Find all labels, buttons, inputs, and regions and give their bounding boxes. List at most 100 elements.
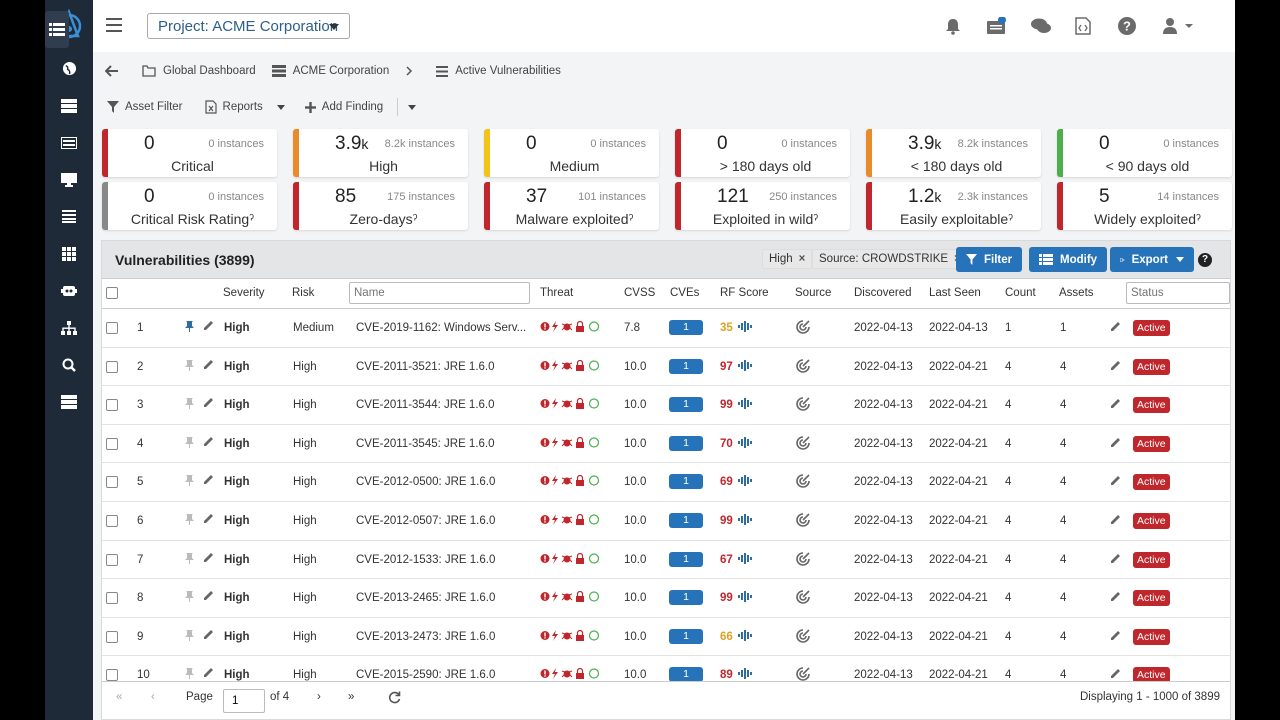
edit-status-pencil-icon[interactable] (1110, 321, 1121, 335)
summary-card[interactable]: 85 175 instances Zero-daysˀ (293, 182, 468, 230)
edit-pencil-icon[interactable] (203, 474, 214, 488)
list-icon[interactable] (45, 11, 69, 48)
status-badge[interactable]: Active (1133, 435, 1170, 452)
row-checkbox[interactable] (106, 592, 118, 605)
rf-signal-icon[interactable] (738, 475, 752, 489)
row-checkbox[interactable] (106, 399, 118, 412)
apps-grid-icon[interactable] (45, 235, 93, 272)
row-checkbox[interactable] (106, 630, 118, 643)
pin-icon[interactable] (185, 474, 194, 489)
table-row[interactable]: 10 High High CVE-2015-2590: JRE 1.6.0 10.0 1 8… (102, 656, 1230, 683)
summary-card[interactable]: 0 0 instances < 90 days old (1057, 129, 1232, 177)
edit-status-pencil-icon[interactable] (1110, 437, 1121, 451)
rf-signal-icon[interactable] (738, 321, 752, 335)
pin-icon[interactable] (185, 590, 194, 605)
cves-badge[interactable]: 1 (669, 397, 703, 413)
cves-badge[interactable]: 1 (669, 628, 703, 644)
vulnerability-name-link[interactable]: CVE-2012-0507: JRE 1.6.0 (356, 515, 496, 527)
status-badge[interactable]: Active (1133, 667, 1170, 683)
vulnerability-name-link[interactable]: CVE-2019-1162: Windows Serv... (356, 322, 527, 334)
project-selector[interactable]: Project: ACME Corporation (147, 13, 350, 39)
row-checkbox[interactable] (106, 476, 118, 489)
row-checkbox[interactable] (106, 322, 118, 334)
edit-pencil-icon[interactable] (203, 359, 214, 373)
edit-pencil-icon[interactable] (203, 629, 214, 643)
pin-icon[interactable] (185, 629, 194, 644)
rf-signal-icon[interactable] (738, 552, 752, 567)
code-file-icon[interactable] (1075, 17, 1093, 35)
col-count[interactable]: Count (1005, 287, 1036, 299)
filter-button[interactable]: Filter (956, 247, 1023, 272)
export-button[interactable]: Export (1110, 247, 1194, 272)
status-badge[interactable]: Active (1133, 590, 1170, 607)
rf-signal-icon[interactable] (738, 398, 752, 412)
pin-icon[interactable] (185, 320, 194, 335)
close-icon[interactable]: × (798, 253, 806, 265)
col-source[interactable]: Source (795, 287, 832, 299)
table-row[interactable]: 5 High High CVE-2012-0500: JRE 1.6.0 10.0 1 69… (102, 463, 1230, 502)
status-badge[interactable]: Active (1133, 397, 1170, 414)
pin-icon[interactable] (185, 436, 194, 451)
add-finding-dropdown-icon[interactable] (408, 104, 417, 110)
chat-icon[interactable] (1031, 17, 1051, 35)
name-filter-input[interactable] (349, 282, 530, 304)
cves-badge[interactable]: 1 (669, 513, 703, 528)
status-badge[interactable]: Active (1133, 358, 1170, 375)
col-severity[interactable]: Severity (223, 287, 265, 299)
sitemap-icon[interactable] (45, 309, 93, 346)
edit-status-pencil-icon[interactable] (1110, 668, 1121, 682)
edit-pencil-icon[interactable] (203, 436, 214, 450)
edit-pencil-icon[interactable] (203, 590, 214, 604)
first-page-icon[interactable]: « (116, 691, 123, 703)
globe-icon[interactable] (45, 50, 93, 87)
page-input[interactable] (223, 689, 265, 713)
rf-signal-icon[interactable] (738, 514, 752, 528)
edit-status-pencil-icon[interactable] (1110, 398, 1121, 412)
summary-card[interactable]: 3.9k 8.2k instances High (293, 129, 468, 177)
next-page-icon[interactable]: › (317, 691, 321, 703)
table-row[interactable]: 3 High High CVE-2011-3544: JRE 1.6.0 10.0 1 99… (102, 386, 1230, 425)
back-arrow-icon[interactable] (105, 65, 126, 77)
filter-chip-source[interactable]: Source: CROWDSTRIKE× (812, 249, 968, 269)
summary-card[interactable]: 0 0 instances > 180 days old (675, 129, 850, 177)
vulnerability-name-link[interactable]: CVE-2011-3545: JRE 1.6.0 (356, 437, 495, 450)
col-risk[interactable]: Risk (292, 287, 315, 299)
pin-icon[interactable] (185, 397, 194, 412)
rf-signal-icon[interactable] (738, 436, 752, 451)
col-discovered[interactable]: Discovered (854, 287, 912, 299)
vulnerability-name-link[interactable]: CVE-2015-2590: JRE 1.6.0 (356, 669, 496, 682)
vulnerability-name-link[interactable]: CVE-2011-3521: JRE 1.6.0 (356, 360, 495, 373)
summary-card[interactable]: 5 14 instances Widely exploitedˀ (1057, 182, 1232, 230)
rf-signal-icon[interactable] (738, 591, 752, 605)
edit-pencil-icon[interactable] (203, 513, 214, 527)
col-cves[interactable]: CVEs (670, 287, 700, 299)
cves-badge[interactable]: 1 (669, 551, 703, 567)
summary-card[interactable]: 3.9k 8.2k instances < 180 days old (866, 129, 1041, 177)
user-menu-icon[interactable] (1163, 17, 1193, 35)
reports-button[interactable]: Reports (204, 100, 263, 114)
table-row[interactable]: 9 High High CVE-2013-2473: JRE 1.6.0 10.0 1 66… (102, 618, 1230, 657)
status-badge[interactable]: Active (1133, 551, 1170, 568)
edit-pencil-icon[interactable] (203, 397, 214, 411)
status-badge[interactable]: Active (1133, 474, 1170, 491)
table-row[interactable]: 4 High High CVE-2011-3545: JRE 1.6.0 10.0 1 70… (102, 425, 1230, 464)
cves-badge[interactable]: 1 (669, 358, 703, 374)
refresh-icon[interactable] (388, 691, 401, 704)
table-row[interactable]: 8 High High CVE-2013-2465: JRE 1.6.0 10.0 1 99… (102, 579, 1230, 618)
cves-badge[interactable]: 1 (669, 667, 703, 683)
col-cvss[interactable]: CVSS (624, 287, 656, 299)
edit-status-pencil-icon[interactable] (1110, 360, 1121, 374)
row-checkbox[interactable] (106, 553, 118, 566)
vulnerability-name-link[interactable]: CVE-2012-0500: JRE 1.6.0 (356, 476, 496, 489)
edit-status-pencil-icon[interactable] (1110, 475, 1121, 489)
table-row[interactable]: 7 High High CVE-2012-1533: JRE 1.6.0 10.0 1 67… (102, 541, 1230, 580)
edit-pencil-icon[interactable] (203, 667, 214, 681)
modify-button[interactable]: Modify (1029, 247, 1108, 272)
col-threat[interactable]: Threat (540, 287, 574, 299)
pin-icon[interactable] (185, 513, 194, 528)
vulnerability-name-link[interactable]: CVE-2013-2473: JRE 1.6.0 (356, 630, 496, 643)
menu-toggle-icon[interactable] (106, 18, 122, 32)
table-row[interactable]: 1 High Medium CVE-2019-1162: Windows Serv..… (102, 309, 1230, 348)
database-icon[interactable] (45, 383, 93, 420)
edit-status-pencil-icon[interactable] (1110, 514, 1121, 528)
